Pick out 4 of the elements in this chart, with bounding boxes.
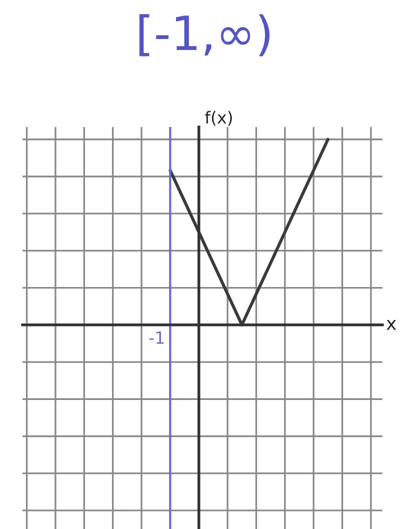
- x-axis-title: x: [386, 320, 396, 330]
- text: -1: [149, 332, 164, 344]
- chart-title: [-1,∞): [139, 14, 270, 56]
- y-axis-title: f(x): [204, 110, 232, 126]
